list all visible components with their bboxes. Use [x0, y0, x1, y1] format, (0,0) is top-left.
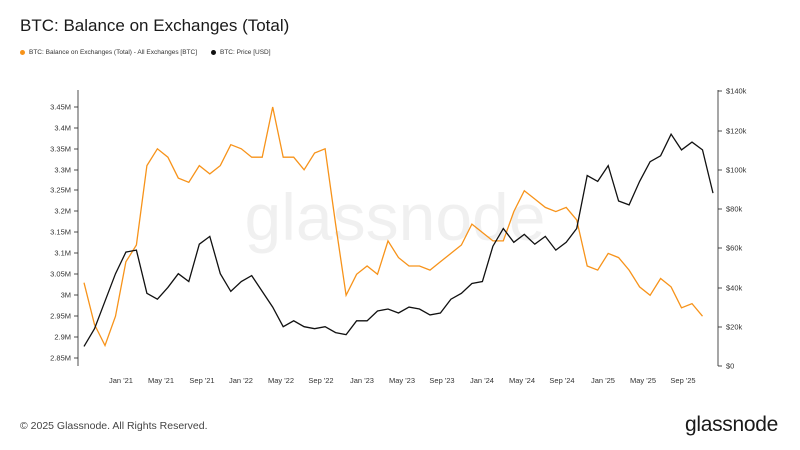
left-tick-label: 2.95M	[50, 312, 71, 321]
x-tick-label: Sep '25	[670, 376, 695, 385]
left-tick-label: 2.9M	[54, 333, 71, 342]
left-tick-label: 3.35M	[50, 145, 71, 154]
left-axis-ticks: 2.85M 2.9M 2.95M 3M 3.05M 3.1M 3.15M 3.2M 3.25M 3…	[50, 103, 78, 363]
left-tick-label: 3.1M	[54, 249, 71, 258]
right-tick-label: $120k	[726, 127, 747, 136]
x-tick-label: Jan '23	[350, 376, 374, 385]
price-series-line	[83, 132, 714, 347]
legend-item-price[interactable]: BTC: Price [USD]	[211, 49, 271, 56]
legend-dot-price	[211, 50, 216, 55]
right-tick-label: $60k	[726, 244, 743, 253]
x-axis-ticks: Jan '21 May '21 Sep '21 Jan '22 May '22 Sep '…	[109, 376, 696, 385]
left-tick-label: 3.25M	[50, 186, 71, 195]
page-title: BTC: Balance on Exchanges (Total)	[20, 16, 290, 35]
right-tick-label: $20k	[726, 323, 743, 332]
left-tick-label: 3.2M	[54, 207, 71, 216]
copyright-footer: © 2025 Glassnode. All Rights Reserved.	[20, 420, 208, 432]
glassnode-logo[interactable]: glassnode	[684, 413, 778, 436]
legend-dot-balance	[20, 50, 25, 55]
left-tick-label: 3.45M	[50, 103, 71, 112]
balance-series-line	[83, 106, 703, 348]
x-tick-label: Sep '23	[429, 376, 454, 385]
left-tick-label: 2.85M	[50, 354, 71, 363]
right-tick-label: $100k	[726, 166, 747, 175]
x-tick-label: May '25	[630, 376, 656, 385]
x-tick-label: Sep '21	[189, 376, 214, 385]
left-tick-label: 3.4M	[54, 124, 71, 133]
left-tick-label: 3.15M	[50, 228, 71, 237]
x-tick-label: Sep '24	[549, 376, 574, 385]
legend-label-price: BTC: Price [USD]	[220, 49, 271, 56]
x-tick-label: Jan '24	[470, 376, 494, 385]
left-tick-label: 3.05M	[50, 270, 71, 279]
watermark: glassnode	[245, 180, 546, 254]
x-tick-label: Jan '21	[109, 376, 133, 385]
legend-item-balance[interactable]: BTC: Balance on Exchanges (Total) - All …	[20, 49, 197, 56]
right-tick-label: $80k	[726, 205, 743, 214]
left-tick-label: 3M	[61, 291, 71, 300]
chart-legend: BTC: Balance on Exchanges (Total) - All …	[20, 49, 271, 56]
right-tick-label: $0	[726, 362, 734, 371]
right-axis-ticks: $0 $20k $40k $60k $80k $100k $120k $140k	[718, 87, 747, 371]
x-tick-label: Sep '22	[308, 376, 333, 385]
left-tick-label: 3.3M	[54, 166, 71, 175]
x-tick-label: Jan '25	[591, 376, 615, 385]
x-tick-label: May '23	[389, 376, 415, 385]
legend-label-balance: BTC: Balance on Exchanges (Total) - All …	[29, 49, 197, 56]
x-tick-label: May '21	[148, 376, 174, 385]
x-tick-label: May '22	[268, 376, 294, 385]
x-tick-label: Jan '22	[229, 376, 253, 385]
x-tick-label: May '24	[509, 376, 535, 385]
right-tick-label: $140k	[726, 87, 747, 96]
right-tick-label: $40k	[726, 284, 743, 293]
